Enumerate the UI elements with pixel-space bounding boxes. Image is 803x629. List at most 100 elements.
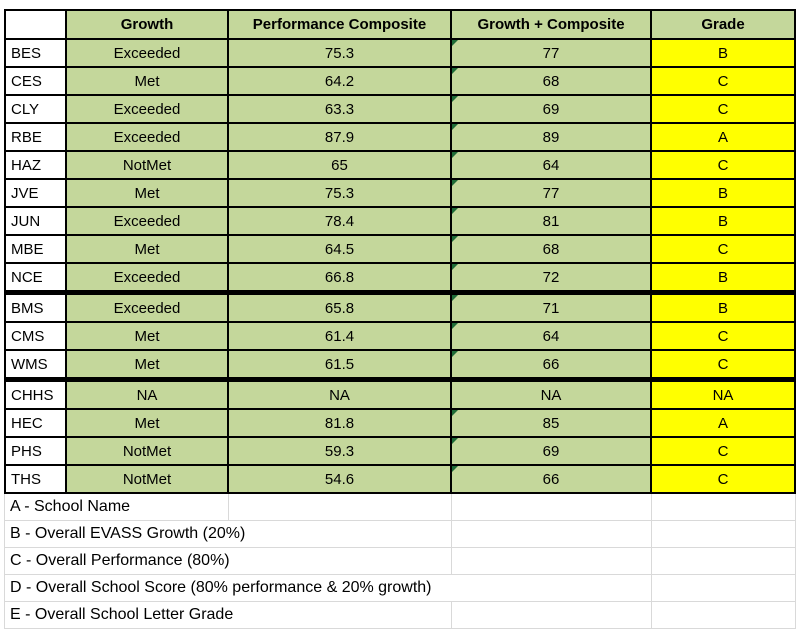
performance-cell[interactable]: 81.8 <box>227 408 452 438</box>
growth-cell[interactable]: Met <box>65 408 229 438</box>
performance-cell[interactable]: 66.8 <box>227 262 452 294</box>
legend-row-c[interactable]: C - Overall Performance (80%) <box>5 548 795 575</box>
legend-row-b[interactable]: B - Overall EVASS Growth (20%) <box>5 521 795 548</box>
school-code-cell[interactable]: CMS <box>4 321 67 351</box>
school-code-cell[interactable]: RBE <box>4 122 67 152</box>
performance-cell[interactable]: 87.9 <box>227 122 452 152</box>
growth-cell[interactable]: Exceeded <box>65 122 229 152</box>
school-code-cell[interactable]: WMS <box>4 349 67 381</box>
school-code-cell[interactable]: JUN <box>4 206 67 236</box>
grade-cell[interactable]: A <box>650 408 796 438</box>
school-code-cell[interactable]: JVE <box>4 178 67 208</box>
combo-value: 69 <box>542 100 560 118</box>
performance-cell[interactable]: 64.5 <box>227 234 452 264</box>
school-code-cell[interactable]: THS <box>4 464 67 494</box>
legend-row-a[interactable]: A - School Name <box>5 494 795 521</box>
corner-cell[interactable] <box>4 9 67 40</box>
combo-cell[interactable]: 68 <box>450 234 652 264</box>
school-code-cell[interactable]: NCE <box>4 262 67 294</box>
performance-cell[interactable]: 78.4 <box>227 206 452 236</box>
growth-cell[interactable]: NotMet <box>65 150 229 180</box>
combo-cell[interactable]: 69 <box>450 436 652 466</box>
growth-cell[interactable]: Exceeded <box>65 38 229 68</box>
growth-cell[interactable]: Exceeded <box>65 206 229 236</box>
grade-cell[interactable]: C <box>650 349 796 381</box>
performance-cell[interactable]: 61.4 <box>227 321 452 351</box>
performance-cell[interactable]: NA <box>227 377 452 410</box>
combo-cell[interactable]: 72 <box>450 262 652 294</box>
combo-cell[interactable]: 66 <box>450 349 652 381</box>
school-code-cell[interactable]: CLY <box>4 94 67 124</box>
legend-row-e[interactable]: E - Overall School Letter Grade <box>5 602 795 629</box>
combo-cell[interactable]: 85 <box>450 408 652 438</box>
combo-value: 77 <box>542 184 560 202</box>
gridline <box>651 602 652 628</box>
growth-cell[interactable]: NA <box>65 377 229 410</box>
school-code-cell[interactable]: PHS <box>4 436 67 466</box>
school-code-cell[interactable]: MBE <box>4 234 67 264</box>
performance-cell[interactable]: 75.3 <box>227 178 452 208</box>
growth-cell[interactable]: Exceeded <box>65 94 229 124</box>
col-header-growth[interactable]: Growth <box>65 9 229 40</box>
combo-cell[interactable]: 69 <box>450 94 652 124</box>
col-header-grade[interactable]: Grade <box>650 9 796 40</box>
performance-cell[interactable]: 75.3 <box>227 38 452 68</box>
grade-cell[interactable]: B <box>650 178 796 208</box>
grade-cell[interactable]: B <box>650 290 796 323</box>
grade-cell[interactable]: C <box>650 150 796 180</box>
combo-cell[interactable]: 77 <box>450 38 652 68</box>
grade-cell[interactable]: C <box>650 66 796 96</box>
combo-value: 66 <box>542 470 560 488</box>
growth-cell[interactable]: NotMet <box>65 464 229 494</box>
performance-cell[interactable]: 65 <box>227 150 452 180</box>
growth-cell[interactable]: Exceeded <box>65 290 229 323</box>
grade-cell[interactable]: B <box>650 206 796 236</box>
performance-cell[interactable]: 65.8 <box>227 290 452 323</box>
growth-cell[interactable]: Met <box>65 321 229 351</box>
grade-cell[interactable]: B <box>650 38 796 68</box>
error-indicator-icon <box>453 297 458 301</box>
grade-cell[interactable]: C <box>650 321 796 351</box>
growth-cell[interactable]: Met <box>65 349 229 381</box>
school-code-cell[interactable]: HEC <box>4 408 67 438</box>
legend-text: E - Overall School Letter Grade <box>10 606 234 623</box>
growth-cell[interactable]: Met <box>65 66 229 96</box>
performance-cell[interactable]: 64.2 <box>227 66 452 96</box>
grade-cell[interactable]: A <box>650 122 796 152</box>
col-header-growth-plus-composite[interactable]: Growth + Composite <box>450 9 652 40</box>
school-code-cell[interactable]: CES <box>4 66 67 96</box>
grade-cell[interactable]: C <box>650 234 796 264</box>
school-code-cell[interactable]: HAZ <box>4 150 67 180</box>
grade-cell[interactable]: B <box>650 262 796 294</box>
col-header-performance-composite[interactable]: Performance Composite <box>227 9 452 40</box>
school-code-cell[interactable]: BES <box>4 38 67 68</box>
school-code-cell[interactable]: CHHS <box>4 377 67 410</box>
legend-row-d[interactable]: D - Overall School Score (80% performanc… <box>5 575 795 602</box>
grade-cell[interactable]: NA <box>650 377 796 410</box>
combo-cell[interactable]: 66 <box>450 464 652 494</box>
school-code-cell[interactable]: BMS <box>4 290 67 323</box>
grade-cell[interactable]: C <box>650 464 796 494</box>
combo-cell[interactable]: 64 <box>450 321 652 351</box>
legend-text: B - Overall EVASS Growth (20%) <box>10 525 246 542</box>
combo-cell[interactable]: 68 <box>450 66 652 96</box>
performance-cell[interactable]: 59.3 <box>227 436 452 466</box>
grade-cell[interactable]: C <box>650 94 796 124</box>
growth-cell[interactable]: Exceeded <box>65 262 229 294</box>
combo-cell[interactable]: 71 <box>450 290 652 323</box>
growth-cell[interactable]: Met <box>65 178 229 208</box>
performance-cell[interactable]: 54.6 <box>227 464 452 494</box>
combo-cell[interactable]: NA <box>450 377 652 410</box>
performance-cell[interactable]: 61.5 <box>227 349 452 381</box>
grade-cell[interactable]: C <box>650 436 796 466</box>
combo-value: 85 <box>542 414 560 432</box>
combo-cell[interactable]: 77 <box>450 178 652 208</box>
performance-cell[interactable]: 63.3 <box>227 94 452 124</box>
combo-cell[interactable]: 64 <box>450 150 652 180</box>
growth-cell[interactable]: NotMet <box>65 436 229 466</box>
combo-cell[interactable]: 81 <box>450 206 652 236</box>
error-indicator-icon <box>453 324 458 329</box>
combo-cell[interactable]: 89 <box>450 122 652 152</box>
growth-cell[interactable]: Met <box>65 234 229 264</box>
combo-value: 64 <box>542 156 560 174</box>
